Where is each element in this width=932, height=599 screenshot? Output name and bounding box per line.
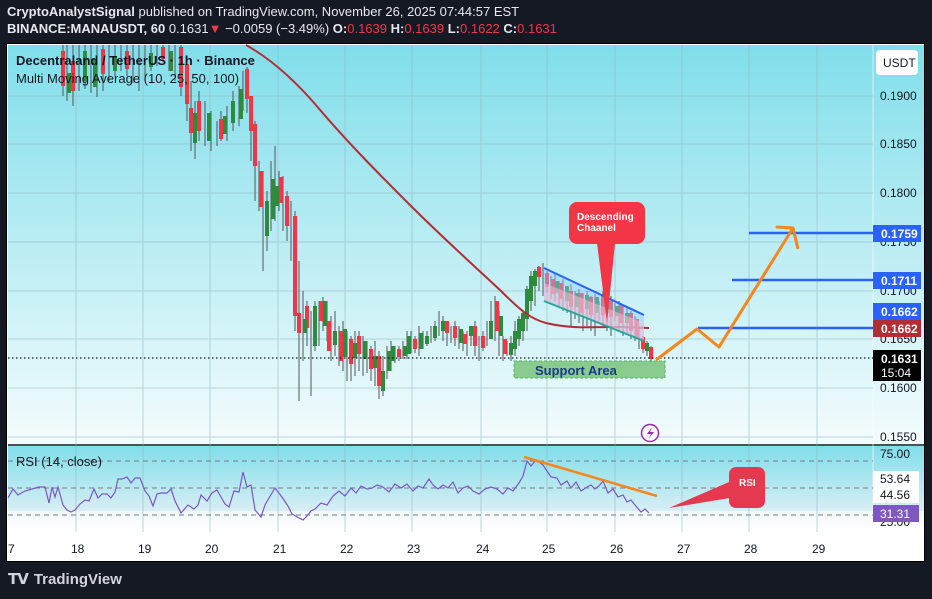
svg-text:24: 24 — [476, 542, 490, 556]
svg-text:53.64: 53.64 — [880, 472, 910, 486]
svg-text:31.31: 31.31 — [880, 507, 910, 521]
price-tags: 0.1759 0.1711 0.1662 0.1662 0.1631 15:04 — [873, 225, 921, 381]
descending-channel-callout — [569, 202, 645, 323]
svg-text:0.1800: 0.1800 — [880, 186, 917, 200]
symbol-line: BINANCE:MANAUSDT, 60 0.1631▼ −0.0059 (−3… — [7, 21, 557, 36]
last-price: 0.1631 — [168, 21, 209, 36]
svg-text:23: 23 — [407, 542, 421, 556]
svg-text:19: 19 — [138, 542, 152, 556]
low-value: 0.1622 — [460, 21, 500, 36]
rsi-callout — [669, 467, 765, 508]
ma-tag: 0.1662 — [881, 322, 918, 336]
chart-title[interactable]: Decentraland / TetherUS · 1h · Binance — [16, 53, 255, 68]
target3-tag: 0.1759 — [881, 227, 918, 241]
svg-text:0.1900: 0.1900 — [880, 89, 917, 103]
descending-channel — [543, 267, 645, 342]
svg-text:7: 7 — [8, 542, 15, 556]
projected-path — [655, 225, 800, 362]
high-value: 0.1639 — [404, 21, 445, 36]
svg-text:28: 28 — [744, 542, 758, 556]
open-value: 0.1639 — [347, 21, 387, 36]
chart-legend: Decentraland / TetherUS · 1h · Binance — [16, 53, 255, 68]
rsi-tags: 53.64 44.56 31.31 — [873, 471, 919, 522]
rsi-pane[interactable] — [8, 446, 925, 532]
countdown-tag: 15:04 — [881, 366, 911, 380]
indicator-legend[interactable]: Multi Moving Average (10, 25, 50, 100) — [16, 71, 240, 86]
svg-text:29: 29 — [812, 542, 826, 556]
moving-average-line — [245, 44, 650, 329]
down-arrow-icon: ▼ — [208, 21, 222, 36]
target1-tag: 0.1662 — [881, 305, 918, 319]
target-lines — [698, 231, 873, 330]
callout-text-line2: Chaanel — [577, 223, 616, 234]
publish-line: CryptoAnalystSignal published on Trading… — [7, 4, 519, 19]
svg-text:44.56: 44.56 — [880, 488, 910, 502]
svg-text:22: 22 — [340, 542, 354, 556]
currency-button[interactable]: USDT — [876, 50, 918, 75]
time-axis[interactable] — [8, 532, 925, 562]
target2-tag: 0.1711 — [881, 274, 917, 288]
rsi-line — [7, 459, 650, 521]
time-axis-ticks: 7 18 19 20 21 22 23 24 25 26 27 28 29 — [8, 542, 826, 556]
rsi-trendline — [523, 455, 658, 498]
tradingview-logo[interactable]: 𝗧𝗩 TradingView — [8, 570, 122, 589]
svg-text:25: 25 — [542, 542, 556, 556]
current-price-tag: 0.1631 — [881, 352, 918, 366]
price-change: −0.0059 (−3.49%) — [225, 21, 330, 36]
grid — [8, 45, 873, 532]
lightning-icon[interactable] — [640, 423, 660, 443]
svg-text:20: 20 — [205, 542, 219, 556]
svg-text:75.00: 75.00 — [880, 447, 910, 461]
svg-text:27: 27 — [677, 542, 691, 556]
svg-text:21: 21 — [273, 542, 287, 556]
svg-text:0.1600: 0.1600 — [880, 381, 917, 395]
support-area-label: Support Area — [535, 363, 618, 378]
chart-container[interactable]: 0.1900 0.1850 0.1800 0.1750 0.1700 0.165… — [6, 43, 925, 562]
svg-text:0.1850: 0.1850 — [880, 137, 917, 151]
chart-canvas[interactable]: 0.1900 0.1850 0.1800 0.1750 0.1700 0.165… — [7, 44, 925, 562]
tv-logo-icon: 𝗧𝗩 — [8, 571, 29, 588]
svg-text:USDT: USDT — [883, 56, 916, 70]
rsi-legend[interactable]: RSI (14, close) — [16, 454, 102, 469]
price-pane[interactable] — [8, 45, 873, 444]
support-area — [513, 360, 666, 379]
author-name[interactable]: CryptoAnalystSignal — [7, 4, 135, 19]
symbol: BINANCE:MANAUSDT, 60 — [7, 21, 166, 36]
publish-info: published on TradingView.com, November 2… — [138, 4, 520, 19]
svg-text:0.1550: 0.1550 — [880, 430, 917, 444]
svg-text:26: 26 — [610, 542, 624, 556]
rsi-callout-text: RSI — [739, 478, 756, 489]
close-value: 0.1631 — [517, 21, 557, 36]
svg-text:18: 18 — [71, 542, 85, 556]
callout-text-line1: Descending — [577, 212, 634, 223]
